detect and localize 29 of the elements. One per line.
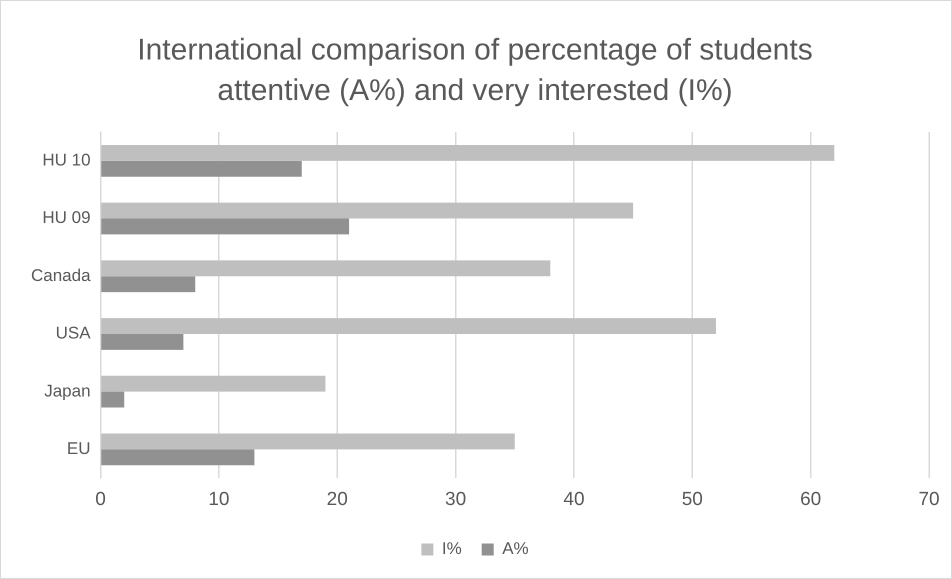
legend-label: I% [442,539,462,558]
y-tick-label: HU 10 [42,150,91,170]
x-tick-label: 30 [445,488,466,510]
x-tick-label: 60 [800,488,822,510]
x-tick-label: 70 [918,488,940,510]
y-tick-label: Japan [44,381,91,400]
x-tick-label: 0 [95,488,106,510]
bar [101,376,326,392]
y-tick-label: USA [56,324,92,343]
x-tick-label: 20 [326,488,348,510]
x-tick-label: 10 [208,488,230,510]
y-tick-label: EU [66,439,91,458]
bar [101,433,515,450]
bar [101,160,302,177]
bar [101,276,196,292]
x-tick-label: 50 [682,488,703,510]
bar [101,144,834,161]
bar [101,260,550,276]
bar [101,202,634,219]
legend-label: A% [502,539,529,558]
bar [101,318,716,334]
bar [101,218,350,234]
bar [101,334,184,350]
y-tick-label: Canada [30,266,92,285]
y-tick-label: HU 09 [42,208,91,228]
chart-title: International comparison of percentage of students attentive (A%) and very interested (I%) [137,34,813,108]
bar [101,449,254,466]
bar [101,392,124,408]
x-tick-label: 40 [563,488,585,510]
